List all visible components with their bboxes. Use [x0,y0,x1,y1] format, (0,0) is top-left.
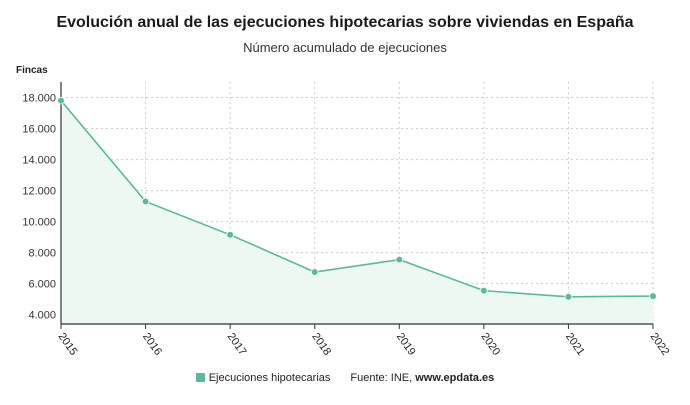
x-tick-label-2022: 2022 [648,331,672,358]
source-note: Fuente: INE, www.epdata.es [350,372,494,384]
y-tick-label-8000: 8.000 [28,248,56,260]
y-tick-label-16000: 16.000 [22,124,56,136]
x-tick-label-2020: 2020 [478,331,502,358]
y-tick-label-10000: 10.000 [22,217,56,229]
axes [60,82,654,329]
x-tick-label-2018: 2018 [309,331,333,358]
chart-footer: Ejecuciones hipotecarias Fuente: INE, www… [0,372,690,384]
series-area [61,100,653,324]
data-point-2020[interactable] [480,286,488,295]
series-line-ejecuciones [60,100,654,298]
y-tick-label-12000: 12.000 [22,186,56,198]
x-tick-labels: 2015 2016 2017 2018 2019 2020 2021 2022 [56,331,672,358]
x-tick-label-2017: 2017 [225,331,249,358]
y-tick-label-6000: 6.000 [28,279,56,291]
x-tick-label-2016: 2016 [140,331,164,358]
source-site: www.epdata.es [415,372,495,384]
y-axis-label: Fincas [16,65,48,76]
x-tick-label-2015: 2015 [56,331,80,358]
data-point-2015[interactable] [57,96,65,105]
x-tick-label-2019: 2019 [394,331,418,358]
data-point-2018[interactable] [310,268,319,276]
series-line [60,100,654,298]
y-tick-label-14000: 14.000 [22,155,56,167]
y-tick-label-4000: 4.000 [28,310,56,322]
chart-title: Evolución anual de las ejecuciones hipot… [56,14,634,31]
legend-swatch [195,373,205,382]
data-points [57,96,657,301]
data-point-2019[interactable] [395,255,404,264]
x-tick-label-2021: 2021 [563,331,587,358]
data-point-2017[interactable] [226,231,234,239]
y-tick-label-18000: 18.000 [22,93,56,105]
y-tick-labels: 4.000 6.000 8.000 10.000 12.000 14.000 16.000 1… [22,93,56,322]
data-point-2016[interactable] [141,197,150,206]
data-point-2021[interactable] [564,293,573,301]
area-fill [61,100,653,324]
source-prefix: Fuente: INE, [350,372,416,384]
legend-entry: Ejecuciones hipotecarias [208,372,331,384]
chart-subtitle: Número acumulado de ejecuciones [243,40,447,55]
data-point-2022[interactable] [649,292,657,300]
